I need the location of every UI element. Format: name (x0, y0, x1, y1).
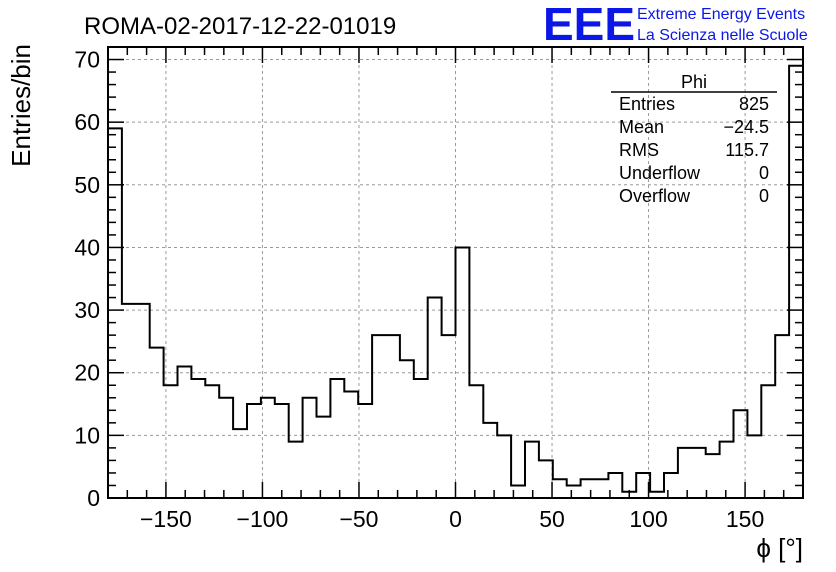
histogram-bin (483, 423, 497, 498)
x-axis-ticks: −150 −100 −50 0 50 100 150 (107, 47, 804, 532)
histogram-outline (107, 64, 804, 498)
histogram-bin (150, 348, 164, 498)
y-tick-label: 50 (74, 172, 100, 198)
x-tick-label: −150 (140, 506, 192, 532)
logo-line-2: La Scienza nelle Scuole (637, 27, 808, 44)
histogram-bin (720, 442, 734, 498)
logo-line-1: Extreme Energy Events (637, 6, 805, 23)
histogram-bin (247, 404, 261, 498)
histogram-bin (414, 379, 428, 498)
y-axis-ticks: 0 10 20 30 40 50 60 70 (74, 46, 803, 511)
histogram-bin (219, 398, 233, 498)
histogram-bin (595, 479, 609, 498)
stats-title: Phi (681, 72, 707, 92)
x-tick-label: 100 (629, 506, 667, 532)
histogram-bin (289, 442, 303, 498)
histogram-bin (469, 385, 483, 498)
stats-rows: Entries 825 Mean −24.5 RMS 115.7 Underflow 0 Ove… (619, 94, 769, 206)
x-tick-label: −100 (237, 506, 289, 532)
stats-box: Phi Entries 825 Mean −24.5 RMS 115.7 Underflow… (611, 72, 777, 206)
histogram-bin (539, 460, 553, 498)
histogram-bin (775, 335, 789, 498)
histogram-bin (330, 379, 344, 498)
y-axis-label: Entries/bin (6, 44, 36, 167)
y-tick-label: 60 (74, 109, 100, 135)
histogram-bin (164, 385, 178, 498)
histogram-bin (317, 417, 331, 498)
stats-row-value: 115.7 (725, 140, 769, 160)
histogram-bin (344, 392, 358, 498)
histogram-bin (456, 247, 470, 498)
histogram-bin (581, 479, 595, 498)
y-tick-label: 70 (74, 47, 100, 73)
eee-logo: EEE Extreme Energy Events La Scienza nel… (543, 0, 808, 50)
logo-mark: EEE (543, 0, 635, 50)
stats-row-value: −24.5 (723, 117, 769, 137)
y-tick-label: 20 (74, 360, 100, 386)
stats-row-label: RMS (619, 140, 659, 160)
histogram-bin (233, 429, 247, 498)
histogram-bin (358, 404, 372, 498)
stats-row-value: 0 (759, 163, 769, 183)
histogram-bin (692, 448, 706, 498)
histogram-bin (706, 454, 720, 498)
histogram-bin (664, 473, 678, 498)
stats-row-label: Mean (619, 117, 664, 137)
histogram-bin (525, 442, 539, 498)
stats-row-value: 825 (739, 94, 769, 114)
histogram-bin (191, 379, 205, 498)
histogram-bin (747, 435, 761, 498)
histogram-bin (553, 479, 567, 498)
histogram-bin (400, 360, 414, 498)
stats-row-value: 0 (759, 186, 769, 206)
histogram-bin (761, 385, 775, 498)
x-tick-label: 150 (726, 506, 764, 532)
x-tick-label: 0 (449, 506, 462, 532)
histogram-bin (205, 385, 219, 498)
grid-lines (108, 47, 803, 498)
histogram-bin (372, 335, 386, 498)
histogram-bin (108, 128, 122, 498)
histogram-bin (178, 366, 192, 498)
histogram-bin (567, 485, 581, 498)
run-title: ROMA-02-2017-12-22-01019 (84, 13, 396, 40)
x-tick-label: −50 (339, 506, 378, 532)
histogram-bin (428, 298, 442, 498)
y-tick-label: 30 (74, 297, 100, 323)
histogram-bin (303, 398, 317, 498)
x-tick-label: 50 (539, 506, 565, 532)
y-tick-label: 40 (74, 234, 100, 260)
histogram-bin (275, 404, 289, 498)
histogram-bin (122, 304, 136, 498)
stats-row-label: Overflow (619, 186, 691, 206)
histogram-bin (386, 335, 400, 498)
histogram-bin (442, 335, 456, 498)
histogram-bin (678, 448, 692, 498)
stats-row-label: Entries (619, 94, 675, 114)
y-tick-label: 10 (74, 422, 100, 448)
y-tick-label: 0 (87, 485, 100, 511)
x-axis-label: ϕ [°] (756, 533, 803, 563)
stats-row-label: Underflow (619, 163, 701, 183)
histogram-bin (789, 66, 803, 498)
histogram-bin (136, 304, 150, 498)
histogram-bin (497, 435, 511, 498)
